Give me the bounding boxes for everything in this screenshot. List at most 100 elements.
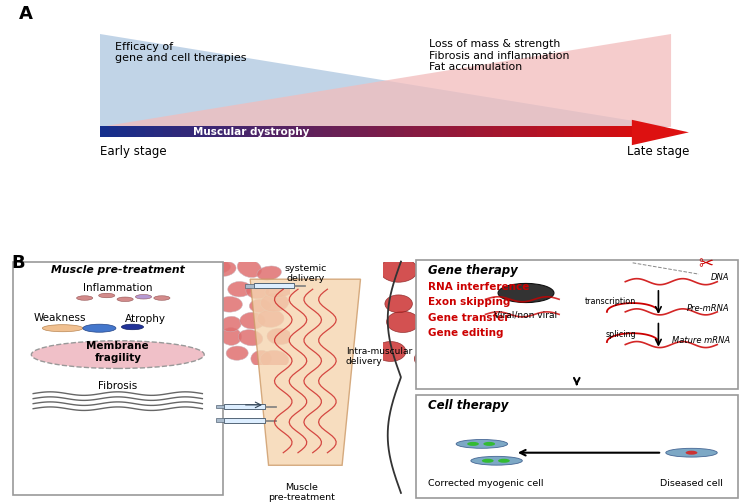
Bar: [386, 126, 398, 137]
Bar: [118, 126, 131, 137]
Ellipse shape: [124, 334, 151, 352]
Ellipse shape: [375, 342, 406, 362]
Bar: [252, 126, 265, 137]
FancyBboxPatch shape: [13, 262, 223, 495]
Bar: [341, 126, 354, 137]
Ellipse shape: [267, 328, 292, 345]
Ellipse shape: [77, 296, 93, 300]
Ellipse shape: [423, 264, 455, 285]
Bar: [626, 126, 639, 137]
FancyBboxPatch shape: [415, 261, 738, 388]
Ellipse shape: [191, 346, 217, 363]
Bar: [573, 126, 585, 137]
Ellipse shape: [42, 325, 82, 332]
Ellipse shape: [443, 261, 481, 286]
Ellipse shape: [476, 318, 504, 337]
Ellipse shape: [82, 324, 116, 332]
Ellipse shape: [471, 456, 522, 465]
Text: A: A: [19, 5, 32, 23]
Text: Inflammation: Inflammation: [83, 283, 152, 293]
Text: Late stage: Late stage: [626, 145, 689, 158]
Bar: [475, 126, 487, 137]
Bar: [296, 126, 309, 137]
Bar: [528, 126, 541, 137]
Ellipse shape: [240, 312, 265, 329]
Bar: [439, 126, 452, 137]
Text: Weakness: Weakness: [33, 313, 85, 323]
Ellipse shape: [161, 267, 183, 280]
Ellipse shape: [192, 298, 219, 313]
Text: systemic
delivery: systemic delivery: [284, 264, 326, 284]
Ellipse shape: [482, 291, 513, 311]
Ellipse shape: [415, 350, 442, 368]
Text: splicing: splicing: [606, 330, 636, 339]
Bar: [215, 418, 224, 422]
Bar: [279, 126, 291, 137]
Ellipse shape: [265, 284, 293, 298]
Bar: [224, 404, 265, 408]
Ellipse shape: [221, 327, 241, 346]
Circle shape: [482, 459, 493, 463]
Text: Mature mRNA: Mature mRNA: [672, 337, 730, 345]
Ellipse shape: [170, 260, 199, 276]
Bar: [332, 126, 345, 137]
Ellipse shape: [386, 311, 419, 332]
Bar: [305, 126, 318, 137]
Circle shape: [467, 442, 479, 446]
Ellipse shape: [191, 312, 214, 329]
Bar: [154, 126, 166, 137]
Ellipse shape: [198, 332, 221, 346]
Ellipse shape: [246, 283, 269, 299]
Bar: [502, 126, 514, 137]
Text: Muscular dystrophy: Muscular dystrophy: [193, 127, 310, 137]
Ellipse shape: [173, 350, 198, 367]
Bar: [448, 126, 461, 137]
Bar: [350, 126, 363, 137]
Ellipse shape: [250, 299, 270, 313]
Ellipse shape: [181, 295, 201, 310]
Text: Loss of mass & strength
Fibrosis and inflammation
Fat accumulation: Loss of mass & strength Fibrosis and inf…: [429, 39, 569, 72]
Bar: [368, 126, 380, 137]
Ellipse shape: [135, 295, 152, 299]
Polygon shape: [100, 34, 671, 127]
Text: Fibrosis: Fibrosis: [98, 381, 137, 391]
Text: ✂: ✂: [698, 256, 714, 273]
Ellipse shape: [509, 315, 541, 336]
Text: Corrected myogenic cell: Corrected myogenic cell: [428, 479, 543, 488]
Bar: [484, 126, 496, 137]
Text: DNA: DNA: [711, 274, 730, 282]
Ellipse shape: [257, 310, 284, 327]
Bar: [609, 126, 621, 137]
Ellipse shape: [201, 261, 230, 274]
Bar: [314, 126, 327, 137]
Bar: [359, 126, 372, 137]
Ellipse shape: [214, 262, 236, 276]
Text: Viral/non viral: Viral/non viral: [494, 310, 557, 319]
Ellipse shape: [483, 346, 516, 367]
Ellipse shape: [175, 335, 201, 349]
Bar: [245, 284, 254, 288]
Bar: [457, 126, 470, 137]
Ellipse shape: [454, 348, 487, 369]
Ellipse shape: [179, 317, 204, 331]
Text: Exon skipping: Exon skipping: [428, 297, 510, 307]
Text: Atrophy: Atrophy: [125, 314, 166, 324]
Bar: [243, 126, 256, 137]
Ellipse shape: [239, 329, 263, 346]
Ellipse shape: [31, 341, 204, 368]
Text: B: B: [11, 254, 25, 272]
Bar: [466, 126, 478, 137]
Ellipse shape: [478, 260, 519, 286]
Ellipse shape: [158, 276, 187, 294]
Ellipse shape: [216, 296, 242, 312]
Ellipse shape: [132, 283, 157, 297]
Ellipse shape: [122, 310, 148, 326]
Ellipse shape: [260, 293, 289, 312]
Text: Efficacy of
gene and cell therapies: Efficacy of gene and cell therapies: [114, 42, 246, 63]
Bar: [136, 126, 149, 137]
Ellipse shape: [135, 264, 160, 281]
Bar: [145, 126, 158, 137]
Circle shape: [484, 442, 495, 446]
Text: Gene transfer: Gene transfer: [428, 313, 510, 323]
Bar: [617, 126, 630, 137]
